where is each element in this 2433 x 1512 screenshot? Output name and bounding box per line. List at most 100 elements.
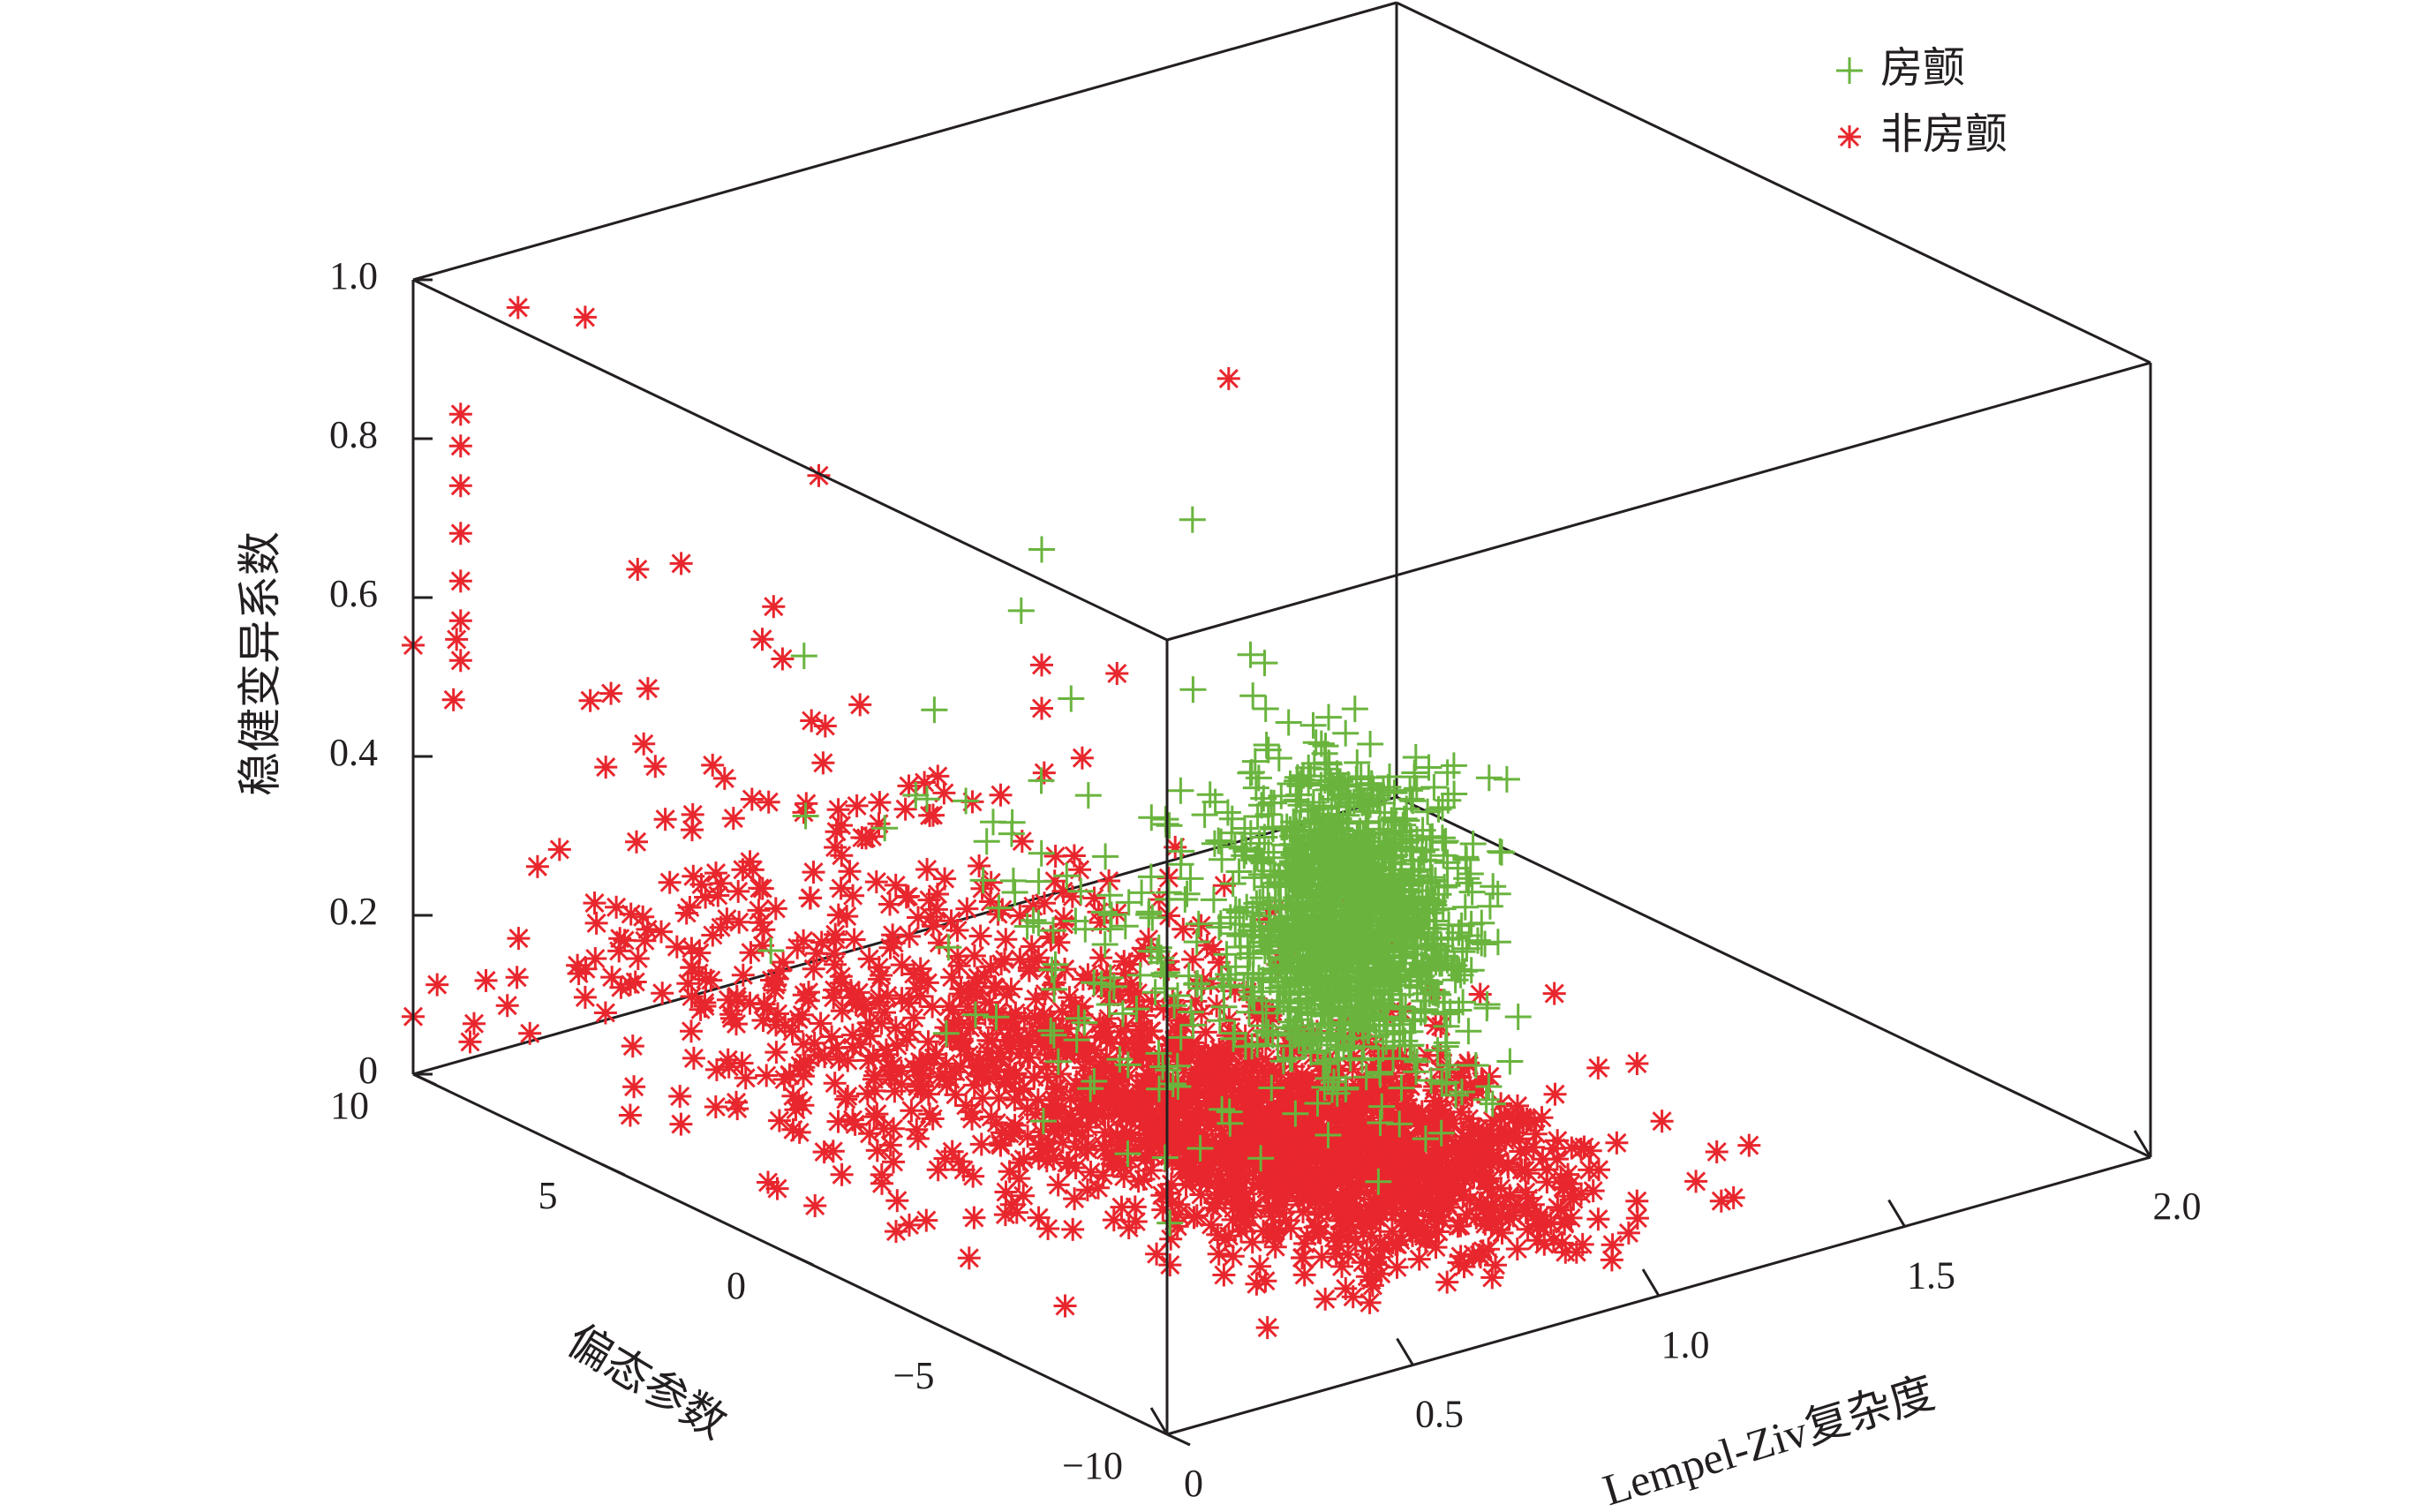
non-af-point (1069, 745, 1096, 771)
af-point (972, 826, 1002, 856)
af-point (1238, 681, 1268, 711)
non-af-point (1512, 1157, 1538, 1184)
non-af-point (1216, 365, 1242, 392)
z-axis-title: 稳健变异系数 (235, 531, 284, 796)
non-af-point (916, 802, 943, 829)
non-af-point (1318, 1105, 1345, 1132)
non-af-point (790, 928, 817, 954)
non-af-point (1460, 1162, 1487, 1189)
af-point (1024, 867, 1054, 897)
non-af-point (856, 945, 883, 972)
non-af-point (971, 963, 998, 989)
box-edge-top-left (412, 278, 1168, 642)
af-point (789, 641, 819, 671)
non-af-point (718, 1001, 744, 1027)
non-af-point (443, 626, 470, 652)
af-point (1252, 730, 1282, 760)
non-af-point (772, 1012, 798, 1039)
non-af-point (635, 675, 661, 702)
non-af-point (603, 894, 629, 921)
non-af-point (1025, 944, 1051, 971)
non-af-point (1111, 948, 1137, 974)
non-af-point (968, 923, 994, 949)
non-af-point (828, 875, 855, 901)
non-af-point (834, 1083, 861, 1110)
non-af-point (1521, 1109, 1548, 1135)
non-af-point (657, 869, 683, 896)
non-af-point (1255, 1178, 1282, 1205)
non-af-point (801, 956, 827, 982)
non-af-point (713, 906, 740, 932)
non-af-point (1101, 1207, 1127, 1233)
af-point (1478, 871, 1508, 901)
non-af-point (1209, 1047, 1236, 1073)
non-af-point (448, 607, 474, 634)
non-af-point (1028, 696, 1055, 721)
af-point (1240, 747, 1270, 777)
non-af-point (989, 897, 1015, 922)
non-af-point (818, 1024, 845, 1049)
non-af-point (1233, 1181, 1260, 1207)
z-tick-label-3: 0.6 (329, 572, 378, 615)
non-af-point (598, 681, 624, 707)
af-point (1492, 764, 1522, 794)
non-af-point (847, 1031, 874, 1057)
non-af-point (1216, 1222, 1242, 1249)
non-af-point (821, 977, 847, 1004)
non-af-point (668, 550, 695, 576)
non-af-point (1542, 1081, 1568, 1108)
non-af-point (821, 941, 847, 967)
y-tick-0 (1166, 1433, 1191, 1447)
non-af-point (1188, 1057, 1215, 1084)
af-point (1200, 829, 1230, 859)
non-af-point (448, 433, 474, 459)
non-af-point (750, 1007, 776, 1034)
non-af-point (853, 824, 879, 851)
af-point (1458, 829, 1488, 859)
non-af-point (448, 568, 474, 594)
non-af-point (939, 1139, 966, 1165)
y-tick-label-2: 0 (727, 1264, 746, 1307)
non-af-point (1417, 1185, 1443, 1211)
non-af-point (1600, 1231, 1626, 1258)
non-af-point (674, 900, 700, 926)
af-point (1433, 757, 1463, 787)
non-af-point (607, 974, 634, 1001)
non-af-point (924, 763, 951, 789)
non-af-point (524, 854, 551, 880)
non-af-point (1525, 1227, 1550, 1253)
non-af-point (739, 786, 765, 812)
non-af-point (749, 626, 775, 652)
non-af-point (693, 967, 719, 992)
x-tick-4 (2133, 1130, 2152, 1158)
non-af-point (1384, 1254, 1410, 1281)
non-af-point (863, 869, 890, 895)
box-edge-top-right (1396, 1, 2151, 365)
non-af-point (592, 1000, 619, 1026)
non-af-point (1345, 1158, 1371, 1184)
y-tick-label-3: 5 (539, 1174, 558, 1217)
non-af-point (1157, 1115, 1184, 1140)
non-af-point (582, 890, 607, 916)
non-af-point (770, 949, 796, 975)
non-af-point (572, 984, 599, 1011)
non-af-point (623, 829, 650, 855)
non-af-point (1338, 1185, 1365, 1211)
non-af-point (1453, 1201, 1480, 1228)
non-af-point (1580, 1177, 1607, 1204)
non-af-point (824, 818, 850, 845)
non-af-point (1502, 1119, 1528, 1146)
non-af-point (908, 956, 934, 982)
non-af-point (679, 983, 704, 1010)
non-af-point (930, 779, 957, 806)
z-tick-label-2: 0.4 (329, 731, 378, 774)
non-af-point (1122, 1193, 1149, 1220)
non-af-point (448, 472, 474, 499)
non-af-point (1623, 1050, 1650, 1077)
box-edge-top-back (412, 1, 1397, 282)
legend-item-non-af: 非房颤 (1836, 109, 2007, 159)
non-af-point (861, 1066, 887, 1093)
non-af-point (1059, 1216, 1086, 1243)
non-af-point (457, 1028, 483, 1055)
